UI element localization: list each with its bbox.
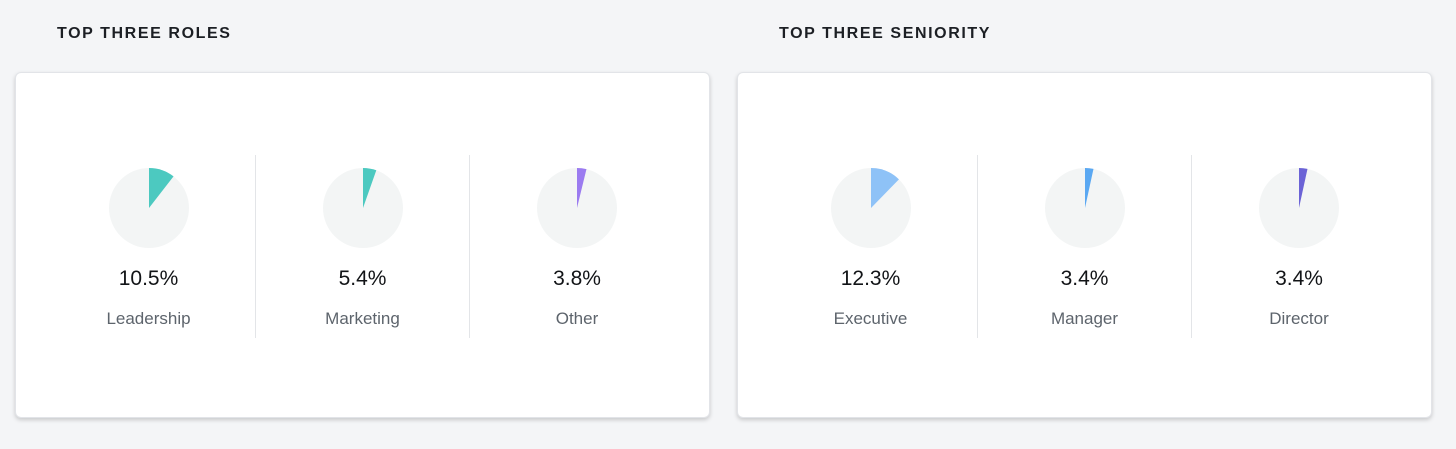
- executive-pie-chart: [830, 168, 911, 248]
- pie-slice: [148, 168, 174, 208]
- roles-card: 10.5% Leadership 5.4% Marketing 3.8% Oth…: [15, 72, 710, 418]
- metric-other: 3.8% Other: [470, 73, 684, 417]
- metric-label: Leadership: [106, 309, 191, 328]
- metric-manager: 3.4% Manager: [978, 73, 1191, 417]
- metric-value: 5.4%: [338, 267, 387, 290]
- pie-slice: [1299, 168, 1308, 208]
- seniority-card: 12.3% Executive 3.4% Manager 3.4% Direct…: [737, 72, 1432, 418]
- other-pie-chart: [537, 168, 617, 248]
- metric-label: Marketing: [325, 309, 400, 328]
- metric-executive: 12.3% Executive: [764, 73, 977, 417]
- pie-slice: [870, 168, 899, 208]
- roles-section-title: TOP THREE ROLES: [57, 25, 232, 42]
- metric-divider: [1191, 155, 1192, 338]
- metric-value: 10.5%: [118, 267, 179, 290]
- director-pie-chart: [1259, 168, 1339, 248]
- metric-label: Executive: [833, 309, 908, 328]
- metric-label: Manager: [1050, 309, 1119, 328]
- metric-divider: [255, 155, 256, 338]
- metric-value: 3.8%: [553, 267, 601, 290]
- leadership-pie-chart: [108, 168, 189, 248]
- metric-value: 3.4%: [1275, 267, 1323, 290]
- metric-marketing: 5.4% Marketing: [256, 73, 469, 417]
- pie-slice: [1084, 168, 1093, 208]
- marketing-pie-chart: [322, 168, 403, 248]
- pie-slice: [577, 168, 587, 208]
- metric-value: 3.4%: [1060, 267, 1109, 290]
- metric-label: Other: [555, 309, 599, 328]
- metric-divider: [469, 155, 470, 338]
- metric-value: 12.3%: [840, 267, 901, 290]
- metric-label: Director: [1269, 309, 1329, 328]
- seniority-section-title: TOP THREE SENIORITY: [779, 25, 992, 42]
- pie-slice: [362, 168, 376, 208]
- metric-divider: [977, 155, 978, 338]
- metric-director: 3.4% Director: [1192, 73, 1406, 417]
- manager-pie-chart: [1044, 168, 1125, 248]
- metric-leadership: 10.5% Leadership: [42, 73, 255, 417]
